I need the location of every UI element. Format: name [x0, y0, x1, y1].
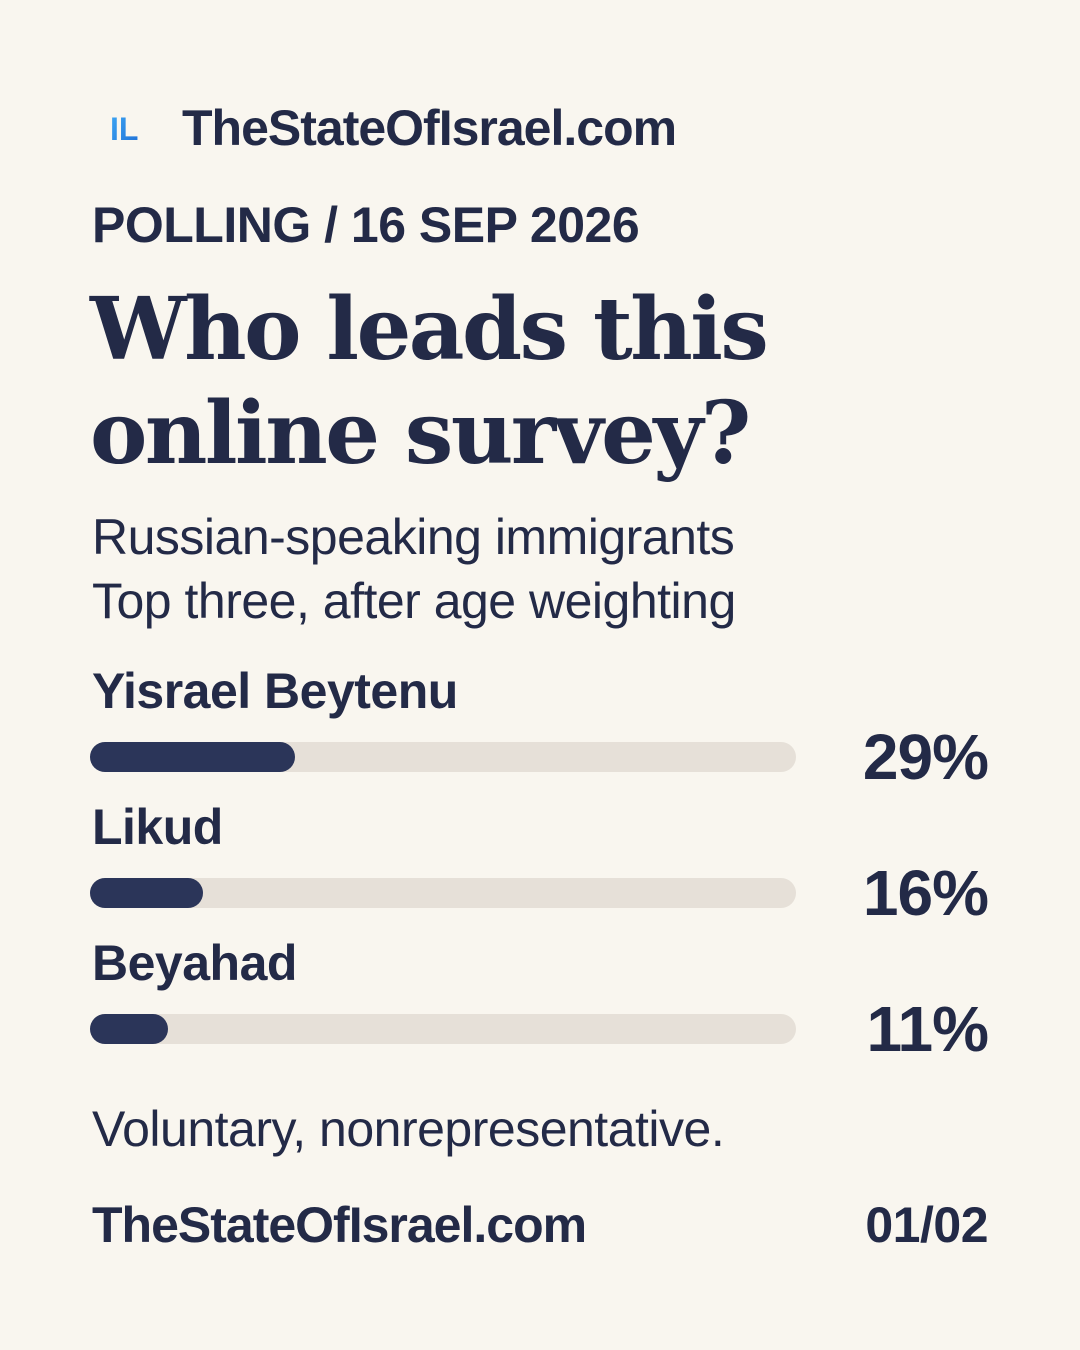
bar — [90, 742, 295, 772]
bar-value-label: 16% — [862, 857, 989, 929]
bar-value-label: 29% — [862, 721, 989, 793]
bar-track — [90, 1014, 796, 1044]
il-logo-text: IL — [110, 111, 138, 147]
bar-label: Likud — [92, 799, 223, 855]
subtitle-line-2: Top three, after age weighting — [92, 573, 736, 629]
bar — [90, 878, 203, 908]
section-kicker: POLLING / 16 SEP 2026 — [92, 197, 640, 253]
bar-track — [90, 878, 796, 908]
page-indicator: 01/02 — [865, 1197, 988, 1253]
bar-track — [90, 742, 796, 772]
footer-site-link[interactable]: TheStateOfIsrael.com — [92, 1197, 587, 1253]
bar-label: Yisrael Beytenu — [92, 663, 458, 719]
methodology-note: Voluntary, nonrepresentative. — [92, 1101, 725, 1157]
bar-label: Beyahad — [92, 935, 297, 991]
il-logo-icon-graphic: IL — [110, 111, 138, 147]
il-logo-icon: IL — [110, 108, 144, 148]
bar-value-label: 11% — [866, 993, 989, 1065]
headline: Who leads this online survey? — [90, 279, 769, 484]
brand-header: IL TheStateOfIsrael.com — [110, 96, 677, 160]
subtitle-line-1: Russian-speaking immigrants — [92, 509, 735, 565]
bar — [90, 1014, 168, 1044]
brand-name: TheStateOfIsrael.com — [182, 100, 677, 156]
